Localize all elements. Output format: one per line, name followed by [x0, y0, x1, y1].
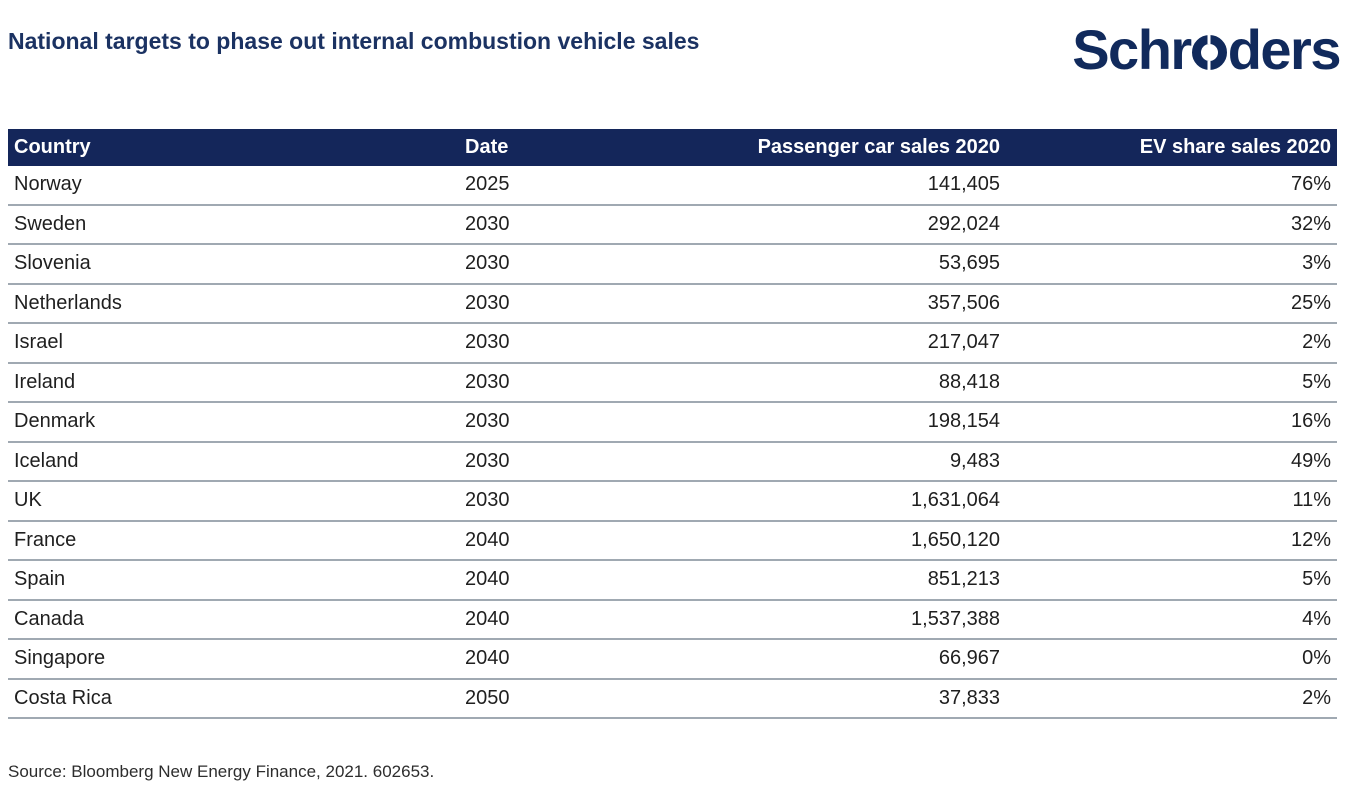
cell-passenger-car-sales: 292,024	[673, 204, 1008, 245]
column-header-passenger-car-sales: Passenger car sales 2020	[673, 129, 1008, 166]
cell-country: Costa Rica	[8, 678, 465, 719]
cell-ev-share: 76%	[1008, 166, 1337, 206]
cell-date: 2030	[465, 283, 673, 324]
cell-passenger-car-sales: 141,405	[673, 166, 1008, 206]
table-row: Israel 2030 217,047 2%	[8, 323, 1337, 364]
cell-passenger-car-sales: 1,537,388	[673, 599, 1008, 640]
cell-passenger-car-sales: 1,650,120	[673, 520, 1008, 561]
table-row: Netherlands 2030 357,506 25%	[8, 283, 1337, 324]
cell-date: 2040	[465, 599, 673, 640]
cell-date: 2050	[465, 678, 673, 719]
cell-ev-share: 4%	[1008, 599, 1337, 640]
table-row: Spain 2040 851,213 5%	[8, 560, 1337, 601]
schroders-o-glyph-icon	[1191, 35, 1227, 70]
cell-country: Spain	[8, 560, 465, 601]
table-row: Sweden 2030 292,024 32%	[8, 204, 1337, 245]
cell-passenger-car-sales: 88,418	[673, 362, 1008, 403]
table-row: UK 2030 1,631,064 11%	[8, 481, 1337, 522]
table-row: France 2040 1,650,120 12%	[8, 520, 1337, 561]
cell-ev-share: 5%	[1008, 560, 1337, 601]
cell-date: 2030	[465, 204, 673, 245]
cell-ev-share: 2%	[1008, 678, 1337, 719]
cell-passenger-car-sales: 9,483	[673, 441, 1008, 482]
cell-passenger-car-sales: 217,047	[673, 323, 1008, 364]
cell-date: 2030	[465, 362, 673, 403]
phase-out-targets-table: Country Date Passenger car sales 2020 EV…	[8, 129, 1337, 719]
cell-date: 2030	[465, 481, 673, 522]
cell-ev-share: 0%	[1008, 639, 1337, 680]
cell-date: 2040	[465, 639, 673, 680]
table-row: Ireland 2030 88,418 5%	[8, 362, 1337, 403]
cell-country: Ireland	[8, 362, 465, 403]
logo-text-post: ders	[1227, 18, 1342, 81]
cell-date: 2030	[465, 402, 673, 443]
cell-country: Israel	[8, 323, 465, 364]
schroders-logo: Schr ders	[1072, 22, 1341, 78]
logo-text-pre: Schr	[1072, 18, 1192, 81]
table-row: Slovenia 2030 53,695 3%	[8, 244, 1337, 285]
source-note: Source: Bloomberg New Energy Finance, 20…	[8, 762, 435, 781]
cell-date: 2030	[465, 323, 673, 364]
cell-country: Netherlands	[8, 283, 465, 324]
cell-ev-share: 12%	[1008, 520, 1337, 561]
cell-passenger-car-sales: 198,154	[673, 402, 1008, 443]
cell-ev-share: 49%	[1008, 441, 1337, 482]
cell-ev-share: 2%	[1008, 323, 1337, 364]
cell-passenger-car-sales: 53,695	[673, 244, 1008, 285]
logo-o-bottom-notch	[1207, 61, 1211, 70]
cell-ev-share: 11%	[1008, 481, 1337, 522]
cell-passenger-car-sales: 37,833	[673, 678, 1008, 719]
cell-country: Slovenia	[8, 244, 465, 285]
table-row: Canada 2040 1,537,388 4%	[8, 599, 1337, 640]
cell-date: 2040	[465, 560, 673, 601]
cell-country: Norway	[8, 166, 465, 206]
cell-country: Canada	[8, 599, 465, 640]
column-header-date: Date	[465, 129, 673, 166]
cell-country: Denmark	[8, 402, 465, 443]
table-header-row: Country Date Passenger car sales 2020 EV…	[8, 129, 1337, 166]
cell-ev-share: 3%	[1008, 244, 1337, 285]
cell-country: Singapore	[8, 639, 465, 680]
cell-ev-share: 16%	[1008, 402, 1337, 443]
cell-country: France	[8, 520, 465, 561]
table-row: Denmark 2030 198,154 16%	[8, 402, 1337, 443]
cell-country: Iceland	[8, 441, 465, 482]
column-header-ev-share-sales: EV share sales 2020	[1008, 129, 1337, 166]
cell-passenger-car-sales: 357,506	[673, 283, 1008, 324]
table-row: Norway 2025 141,405 76%	[8, 166, 1337, 206]
cell-date: 2025	[465, 166, 673, 206]
cell-passenger-car-sales: 851,213	[673, 560, 1008, 601]
cell-ev-share: 25%	[1008, 283, 1337, 324]
cell-date: 2030	[465, 441, 673, 482]
cell-date: 2040	[465, 520, 673, 561]
page-title: National targets to phase out internal c…	[8, 28, 700, 54]
table-row: Iceland 2030 9,483 49%	[8, 441, 1337, 482]
cell-ev-share: 32%	[1008, 204, 1337, 245]
cell-ev-share: 5%	[1008, 362, 1337, 403]
cell-date: 2030	[465, 244, 673, 285]
cell-country: UK	[8, 481, 465, 522]
column-header-country: Country	[8, 129, 465, 166]
table-row: Singapore 2040 66,967 0%	[8, 639, 1337, 680]
cell-passenger-car-sales: 66,967	[673, 639, 1008, 680]
cell-country: Sweden	[8, 204, 465, 245]
cell-passenger-car-sales: 1,631,064	[673, 481, 1008, 522]
table-row: Costa Rica 2050 37,833 2%	[8, 678, 1337, 719]
logo-o-top-notch	[1207, 35, 1211, 44]
